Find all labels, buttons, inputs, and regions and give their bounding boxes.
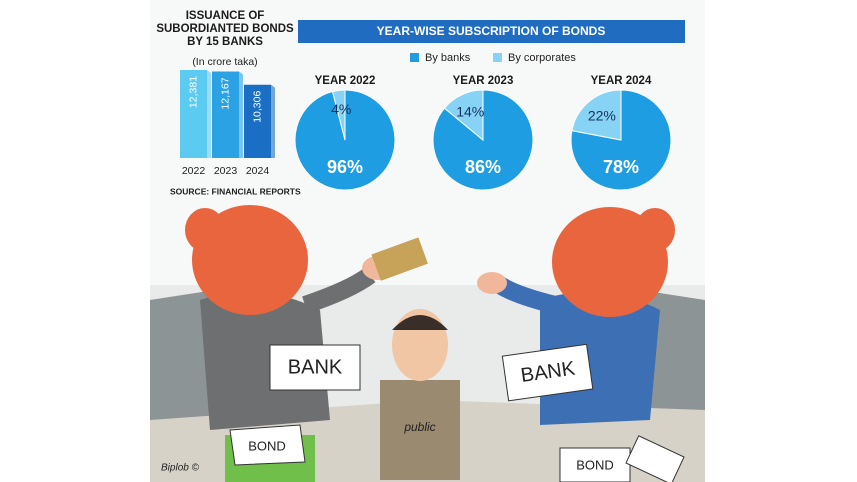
pie-header-bar bbox=[298, 20, 685, 43]
slice-label: 4% bbox=[331, 101, 351, 117]
bar-side bbox=[271, 84, 275, 158]
slice-label: 78% bbox=[603, 157, 639, 177]
slice-label: 22% bbox=[588, 108, 616, 124]
legend-label: By banks bbox=[425, 52, 471, 64]
bar-chart-title: ISSUANCE OF SUBORDIANTED BONDS BY 15 BANKS bbox=[156, 10, 294, 48]
signature: Biplob © bbox=[161, 463, 200, 474]
sign-label: BANK bbox=[288, 356, 343, 378]
bar-side bbox=[239, 71, 243, 158]
value-label: 10,306 bbox=[251, 91, 263, 123]
bar bbox=[244, 84, 271, 158]
slice-label: 96% bbox=[327, 157, 363, 177]
pie-slice bbox=[571, 89, 622, 141]
shirt-label: public bbox=[403, 420, 435, 434]
box-label: BOND bbox=[248, 438, 286, 453]
bar bbox=[212, 71, 239, 158]
value-label: 12,167 bbox=[219, 77, 231, 109]
x-tick-label: 2022 bbox=[182, 165, 206, 177]
bar-chart-subtitle: (In crore taka) bbox=[192, 56, 257, 68]
bar bbox=[180, 70, 207, 158]
legend-swatch bbox=[493, 53, 502, 62]
legend-label: By corporates bbox=[508, 52, 576, 64]
pie-title: YEAR 2022 bbox=[315, 75, 376, 87]
source: SOURCE: FINANCIAL REPORTS bbox=[170, 186, 301, 196]
slice-label: 86% bbox=[465, 157, 501, 177]
pie-slice bbox=[331, 89, 346, 141]
value-label: 12,381 bbox=[187, 76, 199, 108]
cartoon bbox=[150, 205, 705, 482]
x-tick-label: 2023 bbox=[214, 165, 238, 177]
pie-chart-title: YEAR-WISE SUBSCRIPTION OF BONDS bbox=[377, 24, 606, 38]
pie-title: YEAR 2024 bbox=[591, 75, 652, 87]
legend-swatch bbox=[410, 53, 419, 62]
bar-side bbox=[207, 70, 211, 158]
pie-slice bbox=[443, 89, 484, 142]
pie-title: YEAR 2023 bbox=[453, 75, 514, 87]
slice-label: 14% bbox=[456, 104, 484, 120]
x-tick-label: 2024 bbox=[246, 165, 270, 177]
box-label: BOND bbox=[576, 457, 614, 472]
